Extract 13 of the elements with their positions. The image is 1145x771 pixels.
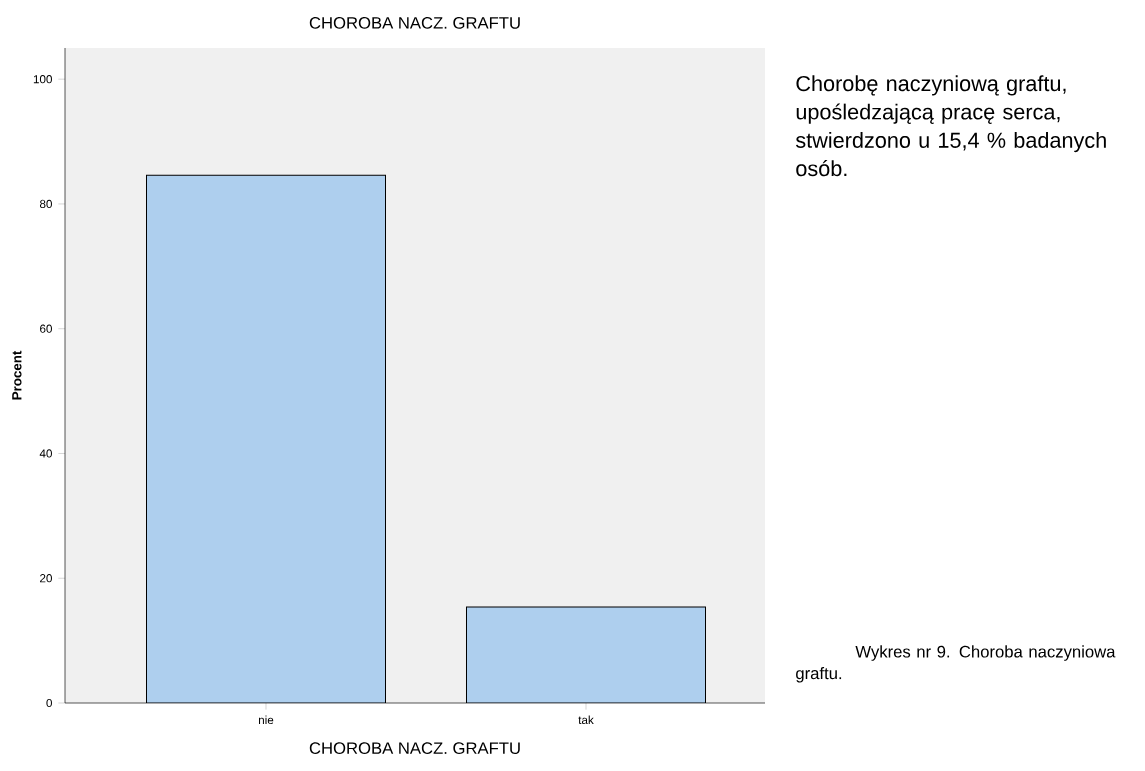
text: Chorobę naczyniową graftu, upośledzającą pracę serca, stwierdzono u 15,4 % badanych osób. [795,75,1106,177]
y-axis-title: Procent [12,350,22,400]
x-tick-label: nie [259,715,274,725]
y-tick-label: 60 [40,324,52,333]
x-tick-label: tak [578,715,594,725]
y-tick-label: 100 [33,75,52,84]
y-tick-label: 20 [40,574,52,583]
y-tick-label: 0 [46,698,52,708]
y-tick-label: 40 [39,449,52,458]
chart-title: CHOROBA NACZ. GRAFTU [309,16,520,29]
text: Wykres nr 9. Choroba naczyniowa graftu. [796,645,1116,683]
x-axis-title: CHOROBA NACZ. GRAFTU [309,742,520,755]
y-tick-label: 80 [39,199,52,209]
